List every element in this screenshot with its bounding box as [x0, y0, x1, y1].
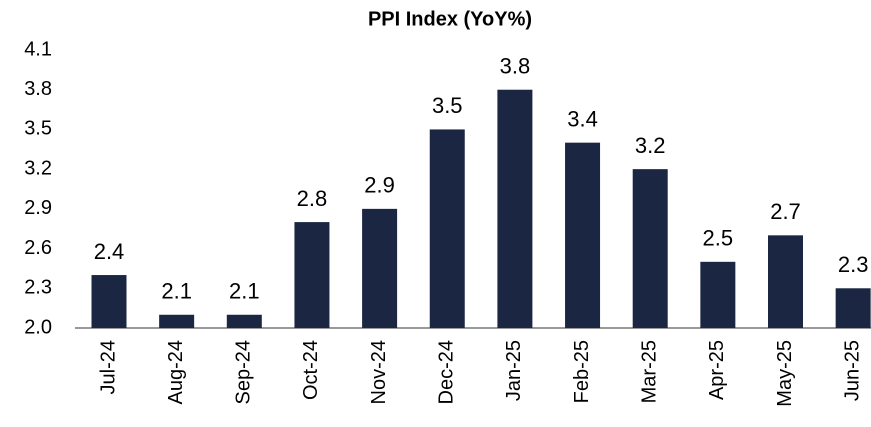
- bar: [835, 288, 871, 328]
- x-tick-label: Oct-24: [300, 340, 322, 400]
- x-tick-label: Sep-24: [233, 340, 255, 405]
- value-label: 2.1: [229, 279, 260, 304]
- chart-title: PPI Index (YoY%): [368, 8, 532, 30]
- bar: [91, 275, 127, 328]
- y-tick-label: 2.3: [24, 277, 52, 299]
- x-tick-label: Apr-25: [706, 340, 728, 400]
- y-tick-label: 3.5: [24, 118, 52, 140]
- x-tick-label: Jun-25: [841, 340, 863, 401]
- value-label: 3.5: [432, 93, 463, 118]
- bar: [159, 314, 195, 328]
- bar: [700, 261, 736, 328]
- y-tick-label: 4.1: [24, 38, 52, 60]
- y-tick-label: 2.0: [24, 316, 52, 338]
- bar: [497, 89, 533, 328]
- bar: [565, 142, 601, 328]
- value-label: 2.8: [297, 186, 328, 211]
- x-tick-label: Jul-24: [97, 340, 119, 394]
- value-label: 2.3: [838, 252, 869, 277]
- value-label: 2.4: [94, 239, 125, 264]
- x-tick-label: Jan-25: [503, 340, 525, 401]
- y-tick-label: 2.9: [24, 197, 52, 219]
- value-label: 3.4: [567, 106, 598, 131]
- value-label: 2.7: [770, 199, 801, 224]
- bar: [768, 235, 803, 328]
- x-tick-label: Nov-24: [368, 340, 390, 404]
- value-label: 2.9: [364, 173, 395, 198]
- bar: [429, 129, 465, 328]
- bar: [362, 208, 398, 328]
- x-tick-label: May-25: [774, 340, 796, 407]
- x-tick-label: Feb-25: [571, 340, 593, 403]
- bar: [632, 169, 668, 328]
- value-label: 3.8: [500, 54, 531, 79]
- y-tick-label: 2.6: [24, 237, 52, 259]
- x-tick-label: Mar-25: [638, 340, 660, 403]
- y-tick-label: 3.8: [24, 78, 52, 100]
- x-tick-label: Dec-24: [436, 340, 458, 404]
- bar: [226, 314, 262, 328]
- value-label: 2.5: [703, 226, 734, 251]
- x-tick-label: Aug-24: [165, 340, 187, 405]
- value-label: 2.1: [161, 279, 192, 304]
- value-label: 3.2: [635, 133, 666, 158]
- bar: [294, 222, 330, 328]
- y-tick-label: 3.2: [24, 157, 52, 179]
